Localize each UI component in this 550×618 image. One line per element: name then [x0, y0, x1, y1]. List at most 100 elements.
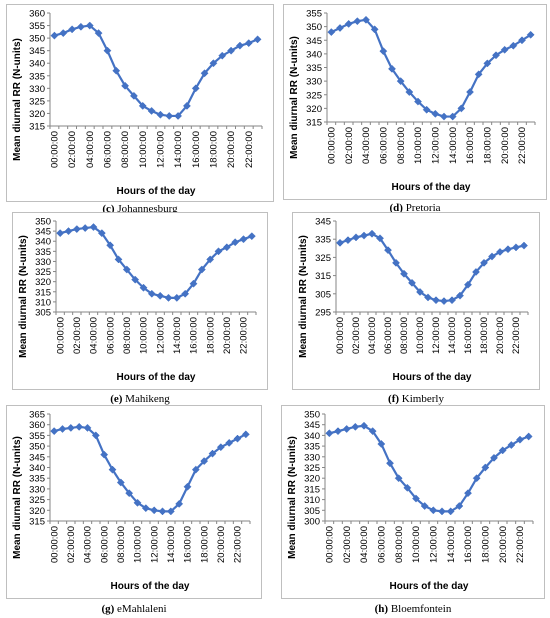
data-point	[518, 36, 526, 45]
y-tick-label: 355	[29, 21, 45, 32]
y-tick-label: 330	[306, 77, 322, 88]
chart-panel-kimberly: 295 305 315 325 335 345 00:00:00 02:00:00 04:00:…	[292, 212, 540, 405]
x-tick-label: 16:00:00	[463, 526, 474, 563]
data-point	[370, 25, 379, 34]
x-tick-label: 06:00:00	[103, 131, 114, 168]
data-point	[336, 24, 344, 32]
data-point	[500, 45, 509, 54]
y-axis-title: Mean diurnal RR (N-units)	[12, 38, 23, 161]
data-point	[490, 453, 498, 462]
data-point	[147, 106, 156, 115]
data-point	[108, 465, 117, 474]
x-tick-label: 18:00:00	[209, 131, 220, 168]
x-tick-label: 22:00:00	[239, 317, 250, 354]
x-tick-label: 04:00:00	[83, 526, 94, 563]
x-tick-label: 12:00:00	[431, 317, 442, 354]
x-tick-label: 12:00:00	[155, 317, 166, 354]
x-tick-label: 14:00:00	[447, 317, 458, 354]
data-point	[362, 15, 370, 24]
y-tick-label: 300	[304, 517, 320, 528]
data-point	[504, 245, 512, 254]
y-tick-label: 315	[29, 517, 45, 528]
data-point	[524, 432, 533, 441]
data-point	[334, 427, 342, 436]
data-point	[420, 502, 429, 510]
data-point	[156, 110, 165, 119]
x-tick-label: 08:00:00	[394, 526, 405, 563]
y-tick-label: 335	[29, 71, 45, 82]
chart-panel-bloemfontein: 300 305 310 315 320 325 330 335 340 345 350 00:00:0…	[281, 405, 545, 615]
chart-frame	[6, 405, 262, 599]
data-point	[325, 429, 334, 438]
data-point	[368, 229, 376, 238]
x-tick-label: 02:00:00	[66, 526, 77, 563]
data-point	[516, 435, 524, 444]
data-point	[225, 438, 234, 447]
x-tick-label: 00:00:00	[50, 131, 61, 168]
data-point	[388, 64, 396, 73]
y-tick-label: 315	[315, 271, 331, 282]
data-point	[412, 494, 420, 503]
y-tick-label: 330	[29, 84, 45, 95]
data-point	[455, 502, 464, 510]
x-axis-title: Hours of the day	[392, 182, 471, 193]
y-tick-label: 335	[306, 63, 322, 74]
y-tick-label: 320	[29, 506, 45, 517]
x-tick-label: 10:00:00	[133, 526, 144, 563]
y-tick-label: 330	[304, 452, 320, 463]
y-tick-label: 340	[304, 431, 320, 442]
data-point	[481, 463, 490, 472]
data-point	[431, 109, 440, 118]
y-tick-label: 350	[29, 442, 45, 453]
data-point	[344, 19, 353, 28]
data-point	[166, 507, 175, 516]
data-point	[247, 232, 256, 241]
x-tick-label: 16:00:00	[191, 131, 202, 168]
caption-letter: (d)	[389, 202, 403, 214]
y-tick-label: 310	[35, 297, 51, 308]
chart-panel-emahlaleni: 315 320 325 330 335 340 345 350 355 360 365 00:00:0…	[6, 405, 262, 615]
caption-name: Bloemfontein	[390, 603, 452, 615]
data-point	[216, 443, 225, 452]
x-axis-title: Hours of the day	[111, 581, 190, 592]
x-tick-label: 14:00:00	[166, 526, 177, 563]
y-tick-label: 345	[35, 227, 51, 238]
y-axis-title: Mean diurnal RR (N-units)	[287, 436, 298, 559]
data-point	[342, 425, 351, 433]
x-axis-title: Hours of the day	[117, 372, 196, 383]
y-tick-label: 345	[29, 452, 45, 463]
x-tick-label: 20:00:00	[498, 526, 509, 563]
data-point	[351, 422, 360, 431]
x-tick-label: 18:00:00	[482, 127, 493, 164]
y-axis-title: Mean diurnal RR (N-units)	[289, 36, 300, 159]
data-point	[440, 112, 448, 121]
data-point	[360, 231, 368, 240]
data-point	[89, 223, 98, 232]
data-point	[158, 507, 167, 516]
chart-caption: (f) Kimberly	[292, 393, 540, 405]
data-point	[125, 489, 134, 498]
data-point	[233, 434, 242, 443]
data-point	[76, 22, 85, 31]
x-tick-label: 20:00:00	[226, 131, 237, 168]
x-tick-label: 14:00:00	[172, 317, 183, 354]
data-point	[384, 246, 392, 255]
x-axis-title: Hours of the day	[390, 581, 469, 592]
data-point	[200, 457, 209, 466]
line-chart-svg: 295 305 315 325 335 345 00:00:00 02:00:00 04:00:…	[298, 217, 529, 383]
x-tick-label: 04:00:00	[367, 317, 378, 354]
data-point	[156, 291, 165, 300]
data-point	[472, 268, 480, 276]
y-tick-label: 335	[315, 235, 331, 246]
x-tick-label: 16:00:00	[465, 127, 476, 164]
y-tick-label: 325	[304, 463, 320, 474]
chart-panel-johannesburg: 315 320 325 330 335 340 345 350 355 360 00:00:00 02…	[6, 4, 274, 215]
data-point	[466, 88, 474, 96]
data-point	[408, 278, 416, 287]
data-point	[253, 35, 262, 44]
data-point	[360, 421, 368, 430]
data-point	[392, 258, 400, 267]
data-point	[114, 255, 123, 264]
y-tick-label: 315	[35, 287, 51, 298]
x-tick-label: 02:00:00	[72, 317, 83, 354]
